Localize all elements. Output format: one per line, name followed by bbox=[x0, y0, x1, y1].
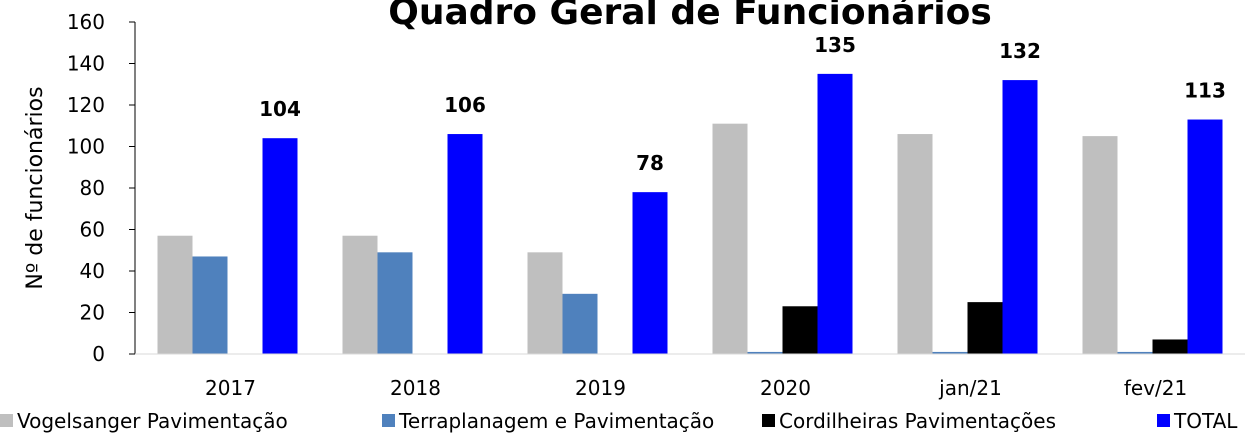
x-tick-label: 2017 bbox=[205, 376, 256, 400]
legend-swatch bbox=[382, 414, 395, 427]
legend-swatch bbox=[762, 414, 775, 427]
x-tick-label: 2019 bbox=[575, 376, 626, 400]
bar bbox=[377, 252, 413, 354]
chart-title: Quadro Geral de Funcionários bbox=[388, 0, 992, 33]
legend-swatch bbox=[0, 414, 13, 427]
y-tick-label: 100 bbox=[67, 135, 105, 159]
bar bbox=[1152, 339, 1188, 354]
legend-label: Cordilheiras Pavimentações bbox=[779, 409, 1056, 433]
legend-swatch bbox=[1157, 414, 1170, 427]
legend-label: TOTAL bbox=[1173, 409, 1238, 433]
bar bbox=[342, 235, 378, 354]
data-label: 78 bbox=[636, 151, 664, 175]
bar bbox=[447, 134, 483, 354]
y-tick-label: 160 bbox=[67, 10, 105, 34]
bar bbox=[897, 134, 933, 354]
bar bbox=[157, 235, 193, 354]
y-axis-label: Nº de funcionários bbox=[23, 86, 48, 289]
y-tick-label: 20 bbox=[80, 301, 105, 325]
x-tick-label: 2018 bbox=[390, 376, 441, 400]
y-tick-label: 120 bbox=[67, 93, 105, 117]
bar bbox=[1002, 80, 1038, 354]
bar bbox=[782, 306, 818, 354]
legend-label: Terraplanagem e Pavimentação bbox=[398, 409, 714, 433]
data-label: 113 bbox=[1184, 79, 1226, 103]
bar bbox=[262, 138, 298, 354]
bar bbox=[967, 302, 1003, 354]
x-tick-label: fev/21 bbox=[1124, 376, 1187, 400]
y-tick-label: 140 bbox=[67, 52, 105, 76]
y-tick-label: 0 bbox=[92, 342, 105, 366]
bar bbox=[1187, 119, 1223, 355]
bar bbox=[562, 293, 598, 354]
data-label: 132 bbox=[999, 39, 1041, 63]
data-label: 104 bbox=[259, 97, 301, 121]
bar bbox=[817, 73, 853, 354]
y-tick-label: 60 bbox=[80, 218, 105, 242]
data-label: 106 bbox=[444, 93, 486, 117]
bar bbox=[1117, 351, 1153, 354]
legend-label: Vogelsanger Pavimentação bbox=[17, 409, 288, 433]
y-tick-label: 80 bbox=[80, 176, 105, 200]
y-tick-label: 40 bbox=[80, 259, 105, 283]
bar bbox=[747, 351, 783, 354]
bar bbox=[192, 256, 228, 354]
bar bbox=[1082, 136, 1118, 354]
bar bbox=[712, 123, 748, 354]
bar bbox=[932, 351, 968, 354]
x-tick-label: 2020 bbox=[760, 376, 811, 400]
bar bbox=[632, 192, 668, 354]
data-label: 135 bbox=[814, 33, 856, 57]
x-tick-label: jan/21 bbox=[938, 376, 1002, 400]
bar bbox=[527, 252, 563, 354]
